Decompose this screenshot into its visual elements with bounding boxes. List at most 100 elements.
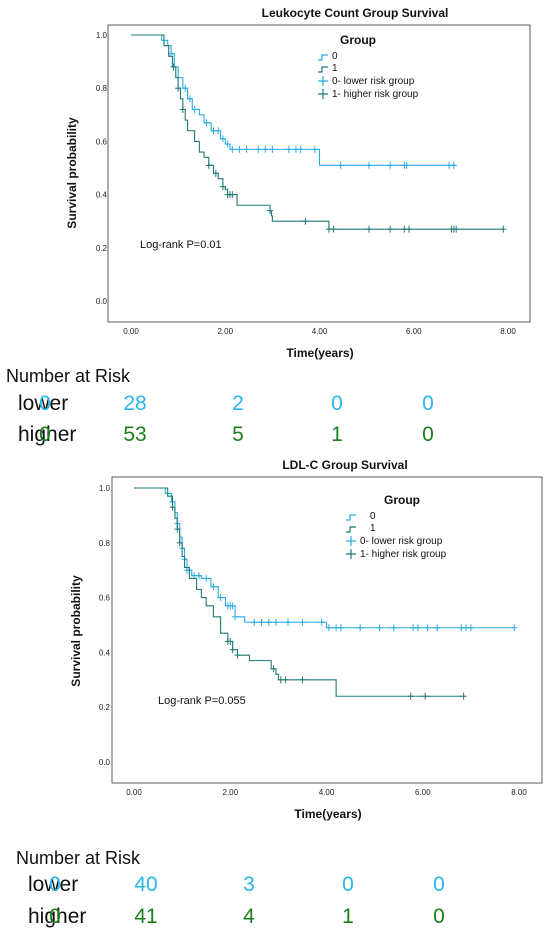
y-axis-title: Survival probability	[69, 575, 83, 687]
censor-mark-higher	[500, 225, 507, 233]
y-tick-label: 1.0	[99, 484, 111, 493]
risk-value-higher: 41	[134, 905, 158, 928]
risk-value-lower: 0	[49, 873, 61, 896]
censor-mark-lower	[414, 624, 421, 632]
legend-censor-1	[346, 549, 356, 559]
censor-mark-lower	[403, 161, 410, 169]
censor-mark-lower	[262, 145, 269, 153]
censor-mark-lower	[229, 145, 236, 153]
risk-value-higher: 1	[342, 905, 354, 928]
y-tick-label: 0.6	[99, 594, 111, 603]
x-tick-label: 4.00	[312, 327, 328, 336]
y-axis-title: Survival probability	[65, 117, 79, 229]
censor-mark-lower	[217, 594, 224, 602]
censor-mark-lower	[269, 145, 276, 153]
censor-mark-lower	[511, 624, 518, 632]
risk-row-label-higher: higher	[18, 423, 77, 446]
censor-mark-higher	[175, 84, 182, 92]
survival-curves	[131, 34, 507, 233]
censor-mark-lower	[243, 145, 250, 153]
censor-mark-lower	[215, 127, 222, 135]
x-tick-label: 0.00	[126, 788, 142, 797]
y-tick-label: 0.4	[96, 191, 108, 200]
censor-mark-higher	[422, 692, 429, 700]
risk-row-label-lower: lower	[28, 873, 79, 896]
risk-value-lower: 2	[232, 392, 244, 415]
ldlc-survival-chart: LDL-C Group Survival 0.00.20.40.60.81.0 …	[69, 458, 543, 821]
risk-value-lower: 3	[243, 873, 255, 896]
risk-table-heading: Number at Risk	[6, 366, 131, 386]
censor-mark-lower	[251, 618, 258, 626]
risk-value-higher: 4	[243, 905, 255, 928]
y-tick-labels: 0.0 0.2 0.4 0.6 0.8 1.0	[99, 484, 111, 767]
censor-mark-lower	[229, 602, 236, 610]
legend-line-1	[318, 66, 328, 73]
plot-frame	[107, 24, 531, 323]
y-tick-label: 0.8	[96, 84, 108, 93]
censor-mark-lower	[285, 618, 291, 626]
censor-mark-lower	[203, 574, 210, 582]
censor-mark-higher	[387, 225, 394, 233]
x-tick-label: 8.00	[511, 788, 527, 797]
censor-mark-higher	[170, 63, 177, 71]
y-tick-label: 0.8	[99, 539, 111, 548]
risk-value-lower: 0	[331, 392, 343, 415]
risk-table-heading: Number at Risk	[16, 848, 141, 868]
risk-value-lower: 0	[342, 873, 354, 896]
legend-title: Group	[340, 33, 376, 47]
survival-curve-lower	[131, 34, 457, 166]
censor-mark-higher	[299, 676, 306, 684]
censor-mark-lower	[210, 583, 217, 591]
censor-mark-higher	[282, 676, 289, 684]
censor-mark-higher	[302, 217, 309, 225]
censor-mark-higher	[267, 207, 274, 215]
x-tick-label: 0.00	[123, 327, 139, 336]
risk-value-lower: 40	[134, 873, 158, 896]
x-tick-label: 4.00	[319, 788, 335, 797]
legend: Group 0 1 0- lower risk group 1- higher …	[346, 493, 447, 560]
risk-value-higher: 0	[49, 905, 61, 928]
risk-value-lower: 0	[39, 392, 51, 415]
censor-mark-lower	[255, 145, 262, 153]
censor-mark-lower	[365, 161, 372, 169]
censor-mark-lower	[224, 140, 231, 148]
censor-mark-lower	[297, 145, 304, 153]
censor-mark-lower	[265, 618, 272, 626]
risk-value-lower: 28	[123, 392, 147, 415]
censor-mark-lower	[258, 618, 265, 626]
censor-mark-lower	[424, 624, 431, 632]
censor-mark-higher	[169, 503, 176, 511]
censor-mark-lower	[182, 84, 189, 92]
chart-title: LDL-C Group Survival	[282, 458, 407, 472]
censor-mark-higher	[365, 225, 372, 233]
legend-line-0	[318, 54, 328, 61]
survival-curve-higher	[134, 487, 464, 697]
y-tick-label: 0.4	[99, 648, 111, 657]
censor-mark-higher	[229, 191, 236, 199]
censor-mark-lower	[434, 624, 441, 632]
survival-curves	[134, 487, 518, 700]
censor-mark-higher	[227, 637, 234, 645]
y-tick-label: 0.0	[99, 758, 111, 767]
x-tick-label: 6.00	[415, 788, 431, 797]
legend-item-3: 1- higher risk group	[332, 89, 419, 100]
censor-mark-lower	[450, 161, 457, 169]
censor-mark-higher	[234, 651, 241, 659]
y-tick-label: 0.2	[96, 244, 108, 253]
censor-mark-higher	[270, 665, 277, 673]
x-tick-labels: 0.00 2.00 4.00 6.00 8.00	[126, 788, 527, 797]
legend-item-3: 1- higher risk group	[360, 549, 447, 560]
censor-mark-lower	[232, 613, 239, 621]
risk-value-higher: 0	[422, 423, 434, 446]
x-axis-title: Time(years)	[286, 346, 353, 360]
censor-mark-lower	[325, 624, 332, 632]
censor-mark-lower	[376, 624, 383, 632]
censor-mark-lower	[311, 145, 318, 153]
risk-value-lower: 0	[433, 873, 445, 896]
censor-mark-lower	[285, 145, 292, 153]
censor-mark-higher	[453, 225, 460, 233]
censor-mark-higher	[205, 161, 212, 169]
legend-censor-1	[318, 89, 328, 99]
legend-title: Group	[384, 493, 420, 507]
censor-mark-higher	[460, 692, 467, 700]
